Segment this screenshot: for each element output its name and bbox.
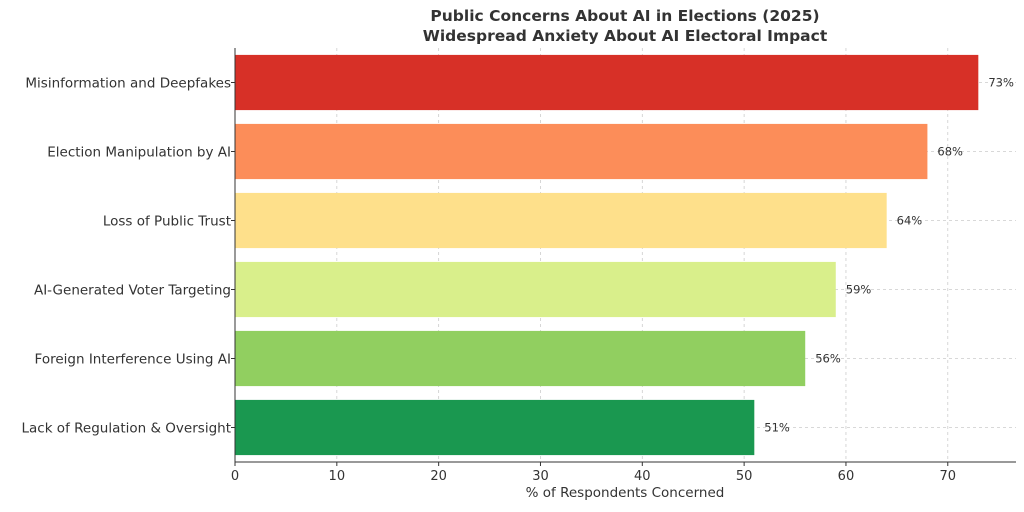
bar: [235, 330, 806, 387]
x-tick-label: 30: [532, 469, 549, 484]
x-tick-label: 0: [231, 469, 239, 484]
chart-subtitle: Widespread Anxiety About AI Electoral Im…: [423, 27, 828, 45]
y-tick-label: Election Manipulation by AI: [47, 145, 231, 161]
x-tick-label: 60: [838, 469, 855, 484]
y-tick-label: Loss of Public Trust: [103, 214, 231, 230]
x-tick-label: 50: [736, 469, 753, 484]
bar: [235, 399, 755, 456]
y-tick-label: Misinformation and Deepfakes: [25, 76, 231, 92]
bar-value-label: 64%: [897, 214, 923, 228]
bar: [235, 261, 836, 318]
bar-value-label: 73%: [988, 76, 1014, 90]
x-tick-label: 20: [430, 469, 447, 484]
bar: [235, 54, 979, 111]
chart-title: Public Concerns About AI in Elections (2…: [430, 7, 819, 25]
x-tick-label: 70: [940, 469, 957, 484]
bar-value-label: 51%: [764, 421, 790, 435]
bar: [235, 192, 887, 249]
bar-value-label: 56%: [815, 352, 841, 366]
x-tick-label: 40: [634, 469, 651, 484]
y-tick-label: Lack of Regulation & Oversight: [21, 421, 231, 437]
bar-value-label: 68%: [937, 145, 963, 159]
bar-value-label: 59%: [846, 283, 872, 297]
x-axis-label: % of Respondents Concerned: [526, 485, 725, 501]
x-tick-label: 10: [329, 469, 346, 484]
bar: [235, 123, 928, 180]
y-tick-label: AI-Generated Voter Targeting: [34, 283, 231, 299]
y-tick-label: Foreign Interference Using AI: [35, 352, 231, 368]
